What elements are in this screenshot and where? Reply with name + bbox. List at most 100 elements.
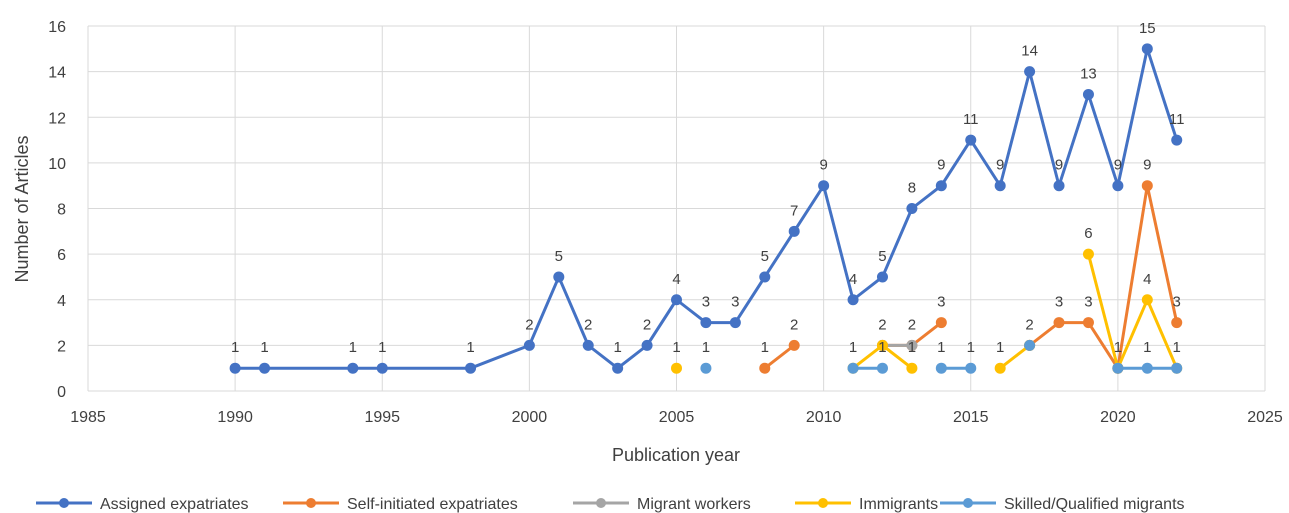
data-label: 9 (1143, 157, 1151, 174)
data-point (347, 362, 359, 374)
data-label: 5 (555, 248, 563, 265)
data-point (1141, 43, 1153, 55)
legend: Assigned expatriates Self-initiated expat… (36, 496, 1185, 513)
data-point (935, 362, 947, 374)
data-point (994, 180, 1006, 192)
data-point (671, 362, 682, 374)
x-axis-title: Publication year (612, 445, 740, 465)
data-point (965, 362, 977, 374)
data-label: 15 (1139, 20, 1156, 37)
y-tick-label: 6 (57, 247, 66, 264)
x-tick-label: 2005 (659, 409, 695, 426)
data-label: 5 (761, 248, 769, 265)
legend-label: Migrant workers (637, 496, 751, 513)
data-point (965, 134, 977, 146)
data-label: 5 (878, 248, 886, 265)
data-point (612, 362, 624, 374)
y-tick-label: 2 (57, 338, 66, 355)
x-axis-ticks: 1985 1990 1995 2000 2005 2010 2015 2020 2025 (70, 409, 1283, 426)
data-label: 4 (1143, 271, 1151, 288)
data-point (259, 362, 271, 374)
data-label: 2 (584, 316, 592, 333)
data-point (1141, 180, 1153, 192)
data-label: 1 (937, 339, 945, 356)
data-point (994, 362, 1006, 374)
series-layer (229, 43, 1183, 374)
legend-label: Immigrants (859, 496, 938, 513)
data-point (729, 317, 741, 329)
y-tick-label: 8 (57, 202, 66, 219)
data-point (376, 362, 388, 374)
data-label: 14 (1021, 43, 1038, 60)
data-point (876, 339, 888, 351)
data-label: 7 (790, 202, 798, 219)
data-label: 2 (908, 316, 916, 333)
data-label: 1 (466, 339, 474, 356)
legend-marker (59, 498, 69, 508)
data-label: 9 (819, 157, 827, 174)
data-point (1112, 180, 1124, 192)
data-point (788, 225, 800, 237)
data-point (906, 339, 918, 351)
y-tick-label: 14 (48, 65, 66, 82)
data-label: 8 (908, 180, 916, 197)
data-point (876, 271, 888, 283)
data-point (1082, 317, 1094, 329)
x-tick-label: 2010 (806, 409, 842, 426)
y-tick-label: 4 (57, 293, 66, 310)
y-tick-label: 0 (57, 384, 66, 401)
data-label: 2 (878, 316, 886, 333)
data-label: 1 (761, 339, 769, 356)
x-tick-label: 2000 (512, 409, 548, 426)
data-label: 3 (1055, 294, 1063, 311)
data-point (1171, 134, 1183, 146)
data-point (1053, 317, 1065, 329)
data-point (1141, 294, 1153, 306)
data-label: 2 (790, 316, 798, 333)
series-line (999, 344, 1031, 370)
gridlines (87, 25, 1266, 392)
data-point (1024, 66, 1036, 78)
data-point (906, 203, 918, 214)
data-label: 3 (731, 294, 739, 311)
data-point (788, 339, 800, 351)
data-point (523, 339, 535, 351)
data-label: 3 (1084, 294, 1092, 311)
data-point (1141, 362, 1153, 374)
data-point (553, 271, 565, 283)
data-label: 3 (937, 294, 945, 311)
data-label: 1 (849, 339, 857, 356)
data-label: 6 (1084, 225, 1092, 242)
data-label: 1 (378, 339, 386, 356)
series-line (1086, 253, 1179, 370)
data-label: 1 (1114, 339, 1122, 356)
data-label: 1 (613, 339, 621, 356)
legend-marker (596, 498, 606, 508)
data-label: 1 (908, 339, 916, 356)
data-label: 9 (937, 157, 945, 174)
series-4 (700, 339, 1183, 374)
data-point (818, 180, 830, 192)
y-tick-label: 10 (48, 156, 66, 173)
data-point (700, 317, 712, 329)
data-label: 13 (1080, 65, 1097, 82)
x-tick-label: 1990 (217, 409, 253, 426)
data-point (1053, 180, 1065, 192)
data-point (935, 180, 947, 192)
data-point (759, 271, 771, 283)
series-line (1028, 184, 1179, 370)
legend-label: Assigned expatriates (100, 496, 249, 513)
data-label: 1 (702, 339, 710, 356)
data-label: 4 (849, 271, 857, 288)
x-tick-label: 2020 (1100, 409, 1136, 426)
legend-marker (306, 498, 316, 508)
data-label: 1 (1173, 339, 1181, 356)
y-tick-label: 12 (48, 110, 66, 127)
data-label: 1 (996, 339, 1004, 356)
data-label: 2 (643, 316, 651, 333)
data-label: 1 (878, 339, 886, 356)
data-label: 1 (672, 339, 680, 356)
data-label: 11 (963, 111, 979, 128)
data-point (671, 294, 682, 306)
